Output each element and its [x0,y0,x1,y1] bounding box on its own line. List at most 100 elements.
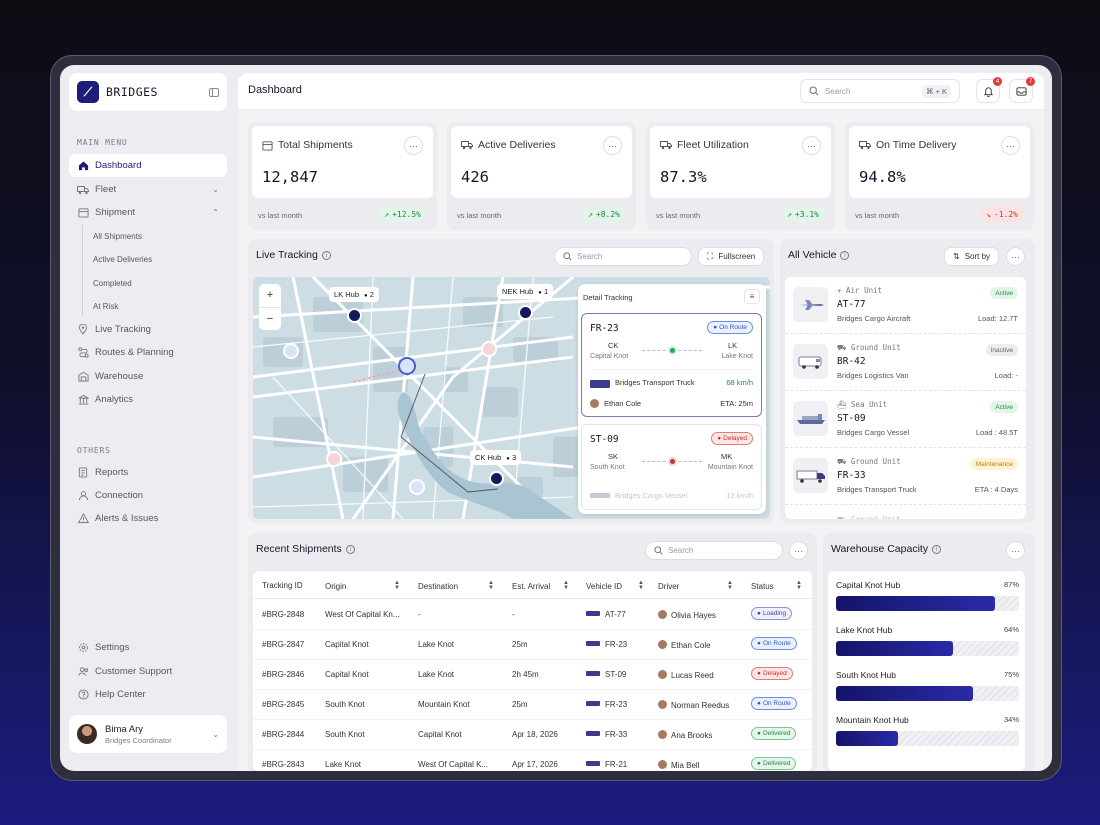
origin-cell: Capital Knot [325,670,369,679]
vehicle-pin-icon[interactable] [283,343,299,359]
sidebar-item-live-tracking[interactable]: Live Tracking [69,318,227,341]
vehicle-pin-icon[interactable] [481,341,497,357]
tracking-map[interactable]: + − LK Hub ● 2 NEK Hub ● 1 CK Hub ● 3 [253,277,770,519]
sort-by-button[interactable]: ⇅ Sort by [944,247,1000,266]
notifications-button[interactable]: 4 [976,77,1002,103]
more-options-button[interactable]: ··· [1001,136,1020,155]
column-header[interactable]: Destination ▲ ▼ [418,580,494,591]
hub-label-nek[interactable]: NEK Hub ● 1 [497,284,554,299]
more-options-button[interactable]: ··· [802,136,821,155]
cell-text: #BRG-2844 [262,730,305,739]
shipments-search-input[interactable]: Search [645,541,783,560]
vehicle-item[interactable]: ⛟ Ground Unit BR-42 Bridges Logistics Va… [785,334,1026,391]
notification-badge: 4 [993,77,1002,86]
arrow-up-right-icon: ↗ [588,209,593,219]
selected-vehicle-pin-icon[interactable] [398,357,416,375]
panel-title: Warehouse Capacity [831,543,929,555]
hub-pin-lk[interactable] [347,308,362,323]
cell-text: Ethan Cole [671,641,711,650]
hub-percent: 64% [1003,625,1019,634]
capacity-bar-fill [836,731,899,746]
sidebar-item-connection[interactable]: Connection [69,484,227,507]
more-options-button[interactable]: ··· [404,136,423,155]
zoom-out-button[interactable]: − [259,307,281,330]
hub-label-lk[interactable]: LK Hub ● 2 [329,287,379,302]
sidebar-item-alerts[interactable]: Alerts & Issues [69,507,227,530]
tracking-card-fr23[interactable]: FR-23 ● On Route CK Capital Knot LK Lake… [581,313,762,417]
search-placeholder: Search [668,546,694,555]
vehicle-item[interactable]: ⛟ Ground Unit [785,505,1026,519]
global-search-input[interactable]: Search ⌘ + K [800,79,960,103]
avatar [658,760,667,769]
column-header[interactable]: Vehicle ID ▲ ▼ [586,580,644,591]
zoom-in-button[interactable]: + [266,289,274,301]
submenu-active-deliveries[interactable]: Active Deliveries [93,254,153,264]
more-options-button[interactable]: ··· [1006,541,1025,560]
vehicle-pin-icon[interactable] [326,451,342,467]
column-header[interactable]: Tracking ID [262,581,303,590]
warehouse-icon [77,371,89,383]
filter-icon[interactable]: ≡ [744,289,760,304]
sidebar-item-routes[interactable]: Routes & Planning [69,341,227,364]
hub-pin-nek[interactable] [518,305,533,320]
table-row[interactable]: #BRG-2845 South Knot Mountain Knot 25m FR-23… [253,690,812,720]
origin-cell: South Knot [325,700,365,709]
vehicle-item[interactable]: ⛟ Ground Unit FR-33 Bridges Transport Tr… [785,448,1026,505]
vehicle-icon [586,671,600,676]
submenu-completed[interactable]: Completed [93,278,132,288]
vehicle-item[interactable]: ✈ Air Unit AT-77 Bridges Cargo Aircraft … [785,277,1026,334]
column-header[interactable]: Status ▲ ▼ [751,580,802,591]
sidebar-collapse-icon[interactable] [209,87,219,97]
hub-pin-ck[interactable] [489,471,504,486]
user-profile[interactable]: Bima Ary Bridges Coordinator ⌄ [69,715,227,753]
column-header[interactable]: Origin ▲ ▼ [325,580,400,591]
table-row[interactable]: #BRG-2848 West Of Capital Kn... - - AT-77 Oli… [253,600,812,630]
column-header[interactable]: Est. Arrival ▲ ▼ [512,580,569,591]
table-row[interactable]: #BRG-2846 Capital Knot Lake Knot 2h 45m ST-0… [253,660,812,690]
sidebar-item-dashboard[interactable]: Dashboard [69,154,227,177]
sidebar-item-help-center[interactable]: Help Center [69,683,227,706]
sidebar-item-analytics[interactable]: Analytics [69,388,227,411]
arrival-cell: - [512,610,515,619]
destination-cell: - [418,610,421,619]
submenu-at-risk[interactable]: At Risk [93,301,119,311]
truck-icon [793,458,828,493]
sidebar-item-settings[interactable]: Settings [69,636,227,659]
stat-value: 12,847 [262,168,318,186]
vehicle-item[interactable]: ⛴ Sea Unit ST-09 Bridges Cargo Vessel Ac… [785,391,1026,448]
more-options-button[interactable]: ··· [789,541,808,560]
table-row[interactable]: #BRG-2847 Capital Knot Lake Knot 25m FR-23 Et… [253,630,812,660]
sidebar-item-label: Live Tracking [95,324,151,335]
map-search-input[interactable]: Search [554,247,692,266]
vehicle-name: Bridges Cargo Vessel [837,428,910,437]
submenu-all-shipments[interactable]: All Shipments [93,231,142,241]
capacity-bar-fill [836,641,954,656]
column-header[interactable]: Driver ▲ ▼ [658,580,733,591]
hub-label-ck[interactable]: CK Hub ● 3 [470,450,522,465]
table-row[interactable]: #BRG-2843 Lake Knot West Of Capital K... Ap… [253,750,812,771]
stat-comparison-label: vs last month [855,211,900,220]
more-options-button[interactable]: ··· [603,136,622,155]
sidebar-item-warehouse[interactable]: Warehouse [69,365,227,388]
sidebar-item-reports[interactable]: Reports [69,461,227,484]
tracking-card-st09[interactable]: ST-09 ● Delayed SK South Knot MK Mountai… [581,424,762,510]
sidebar-item-fleet[interactable]: Fleet ⌄ [69,178,227,201]
messages-button[interactable]: 7 [1009,77,1035,103]
sidebar-item-label: Fleet [95,184,117,195]
table-row[interactable]: #BRG-2844 South Knot Capital Knot Apr 18, 2… [253,720,812,750]
more-options-button[interactable]: ··· [1006,247,1025,266]
stat-title: Total Shipments [278,139,353,151]
pin-icon [77,324,89,336]
stat-change-badge: ↘ -1.2% [980,206,1024,222]
vehicle-list: ✈ Air Unit AT-77 Bridges Cargo Aircraft … [785,277,1026,519]
sidebar-item-shipment[interactable]: Shipment ⌃ [69,201,227,224]
truck-icon: ⛟ [837,457,851,466]
stat-card-total-shipments: Total Shipments 12,847 ··· vs last month… [248,122,437,230]
sort-arrows-icon: ▲ ▼ [796,580,802,591]
sidebar-item-customer-support[interactable]: Customer Support [69,660,227,683]
avatar [658,700,667,709]
van-icon [793,344,828,379]
vehicle-type: Ground Unit [850,457,901,466]
vehicle-pin-icon[interactable] [409,479,425,495]
fullscreen-button[interactable]: ⛶ Fullscreen [698,247,765,266]
